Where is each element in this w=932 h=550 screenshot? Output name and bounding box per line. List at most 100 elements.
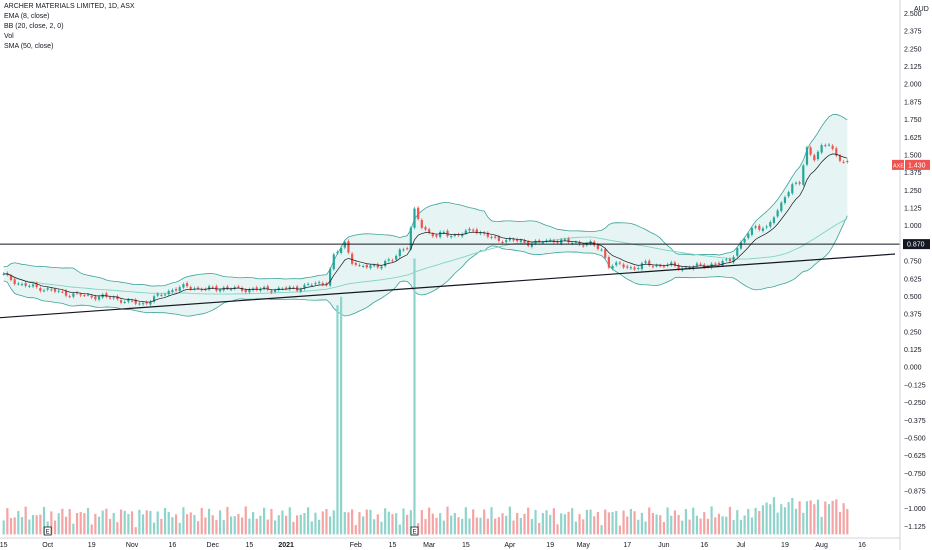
volume-bar — [541, 513, 544, 535]
volume-bar — [141, 514, 145, 535]
volume-bar — [725, 516, 728, 535]
volume-bar — [453, 512, 456, 535]
candle-body — [94, 296, 97, 300]
candle-body — [809, 147, 812, 155]
x-tick-label: Apr — [504, 542, 516, 549]
candle-body — [24, 283, 27, 287]
candle-body — [329, 268, 332, 286]
volume-bar — [706, 518, 710, 535]
y-tick-label: −0.125 — [904, 382, 926, 389]
candle-body — [545, 240, 548, 242]
volume-bar — [237, 513, 240, 535]
candle-body — [494, 236, 497, 238]
y-tick-label: 2.000 — [904, 82, 922, 89]
candle-body — [446, 230, 449, 237]
candle-body — [534, 240, 537, 244]
volume-bar — [618, 525, 621, 535]
volume-bar — [545, 510, 548, 535]
volume-bar — [622, 510, 625, 535]
ema-8 — [3, 153, 848, 303]
candle-body — [318, 282, 321, 284]
candle-body — [824, 145, 827, 147]
y-tick-label: 1.875 — [904, 99, 922, 106]
candle-body — [174, 288, 178, 291]
volume-bar — [270, 508, 273, 535]
volume-bar — [651, 512, 655, 535]
volume-bar — [178, 522, 181, 535]
candle-body — [732, 256, 735, 263]
candle-body — [229, 289, 233, 291]
volume-bar — [75, 512, 79, 535]
volume-bar — [307, 507, 310, 535]
candle-body — [428, 229, 431, 233]
candle-body — [835, 148, 838, 156]
volume-bar — [299, 514, 302, 535]
candle-body — [413, 208, 416, 228]
volume-bar — [174, 514, 178, 535]
candle-body — [754, 226, 757, 228]
volume-bar — [780, 504, 783, 535]
bb-lower — [3, 215, 848, 317]
volume-bar — [582, 519, 585, 535]
volume-bar — [255, 518, 258, 535]
candle-body — [728, 259, 732, 262]
volume-bar — [68, 509, 71, 535]
y-tick-label: 2.125 — [904, 64, 922, 71]
volume-bar — [409, 510, 412, 535]
volume-bar — [662, 522, 666, 535]
volume-bar — [772, 497, 776, 535]
candle-body — [629, 267, 633, 269]
volume-bar — [64, 516, 68, 535]
volume-bar — [94, 513, 97, 535]
candle-body — [805, 147, 809, 165]
candle-body — [519, 240, 522, 242]
volume-bar — [134, 527, 137, 535]
candle-body — [743, 239, 746, 243]
y-tick-label: 2.250 — [904, 46, 922, 53]
candle-body — [343, 241, 346, 248]
candle-body — [501, 241, 504, 243]
candle-body — [787, 192, 790, 197]
candle-body — [714, 263, 717, 265]
y-tick-label: 0.250 — [904, 329, 922, 336]
candle-body — [274, 290, 277, 292]
candle-body — [512, 239, 515, 241]
candle-body — [640, 263, 644, 270]
volume-bar — [468, 518, 471, 535]
volume-bar — [450, 515, 453, 535]
y-tick-label: 0.625 — [904, 276, 922, 283]
volume-bar — [266, 519, 269, 535]
candle-body — [684, 267, 688, 269]
candle-body — [262, 287, 266, 289]
volume-bar — [398, 524, 401, 535]
volume-bar — [835, 499, 838, 535]
candle-body — [79, 294, 82, 296]
volume-bar — [497, 517, 500, 535]
x-tick-label: Jun — [658, 542, 669, 549]
y-tick-label: 1.750 — [904, 117, 922, 124]
candle-body — [673, 262, 677, 266]
volume-bar — [666, 507, 669, 535]
candle-body — [373, 265, 376, 267]
candle-body — [648, 260, 651, 266]
volume-bar — [739, 519, 743, 535]
candle-body — [670, 262, 673, 266]
volume-bar — [193, 515, 196, 535]
volume-bar — [842, 503, 845, 535]
volume-bar — [72, 523, 75, 535]
volume-bar — [325, 508, 328, 535]
x-tick-label: 17 — [623, 542, 631, 549]
volume-bar — [391, 514, 394, 535]
candle-body — [820, 145, 823, 153]
event-marker — [43, 526, 52, 536]
candle-body — [108, 297, 112, 299]
price-badge-text: 1.430 — [908, 162, 926, 169]
volume-bar — [695, 515, 699, 535]
candle-body — [182, 284, 185, 288]
volume-bar — [321, 511, 324, 535]
candle-body — [380, 266, 383, 269]
candle-body — [424, 227, 427, 230]
volume-bar — [457, 517, 460, 535]
candle-body — [747, 233, 750, 238]
